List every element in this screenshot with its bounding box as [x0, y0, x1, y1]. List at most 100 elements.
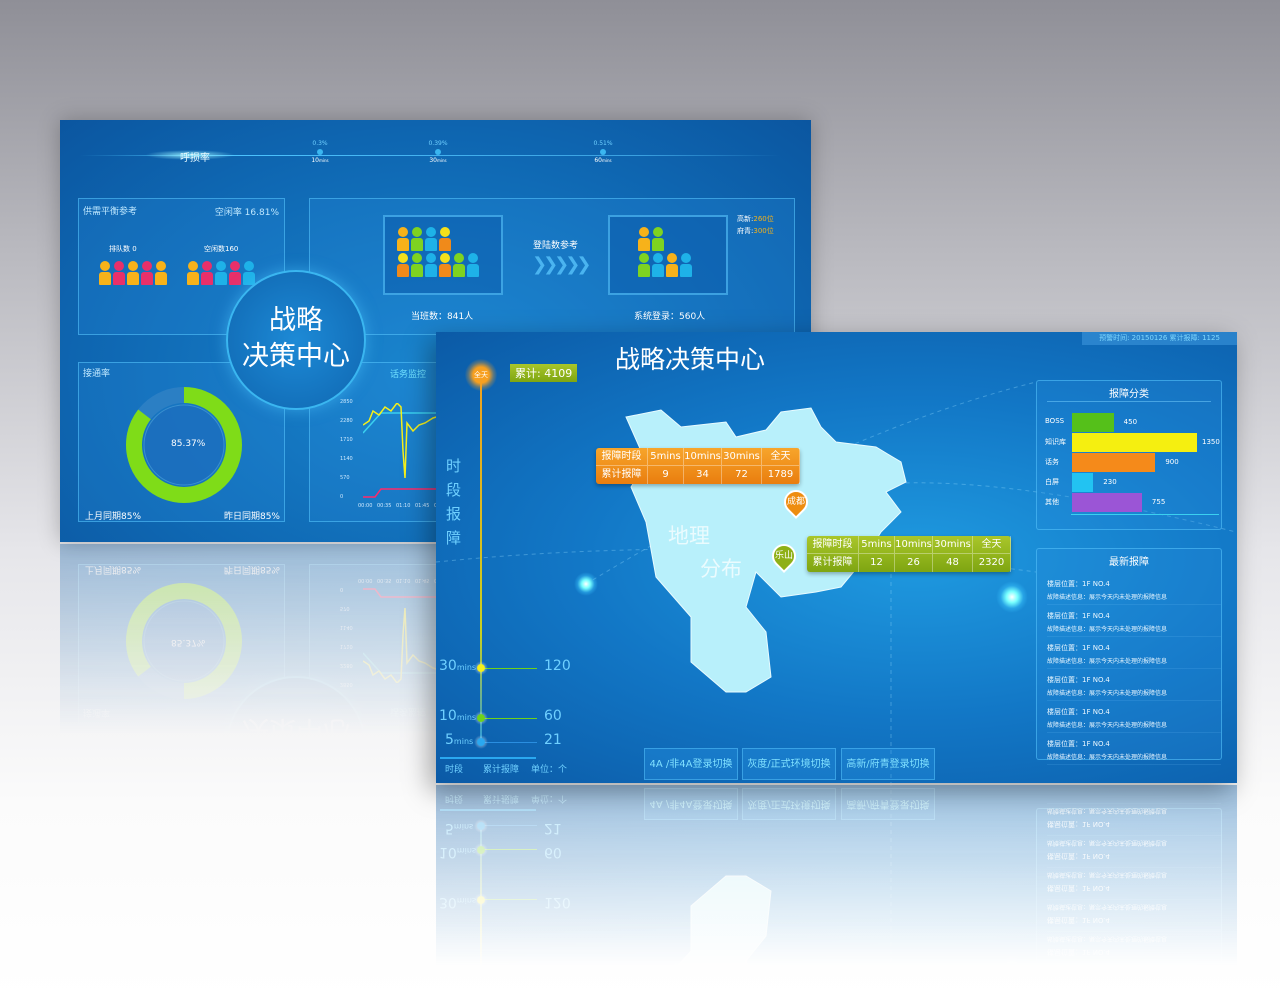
- rate-dot: [600, 149, 606, 155]
- idle-rate: 空闲率 16.81%: [214, 208, 279, 218]
- side-title-char: 报: [446, 505, 462, 523]
- bar-value-label: 1350: [1202, 438, 1220, 446]
- bar-value-label: 755: [1151, 498, 1166, 506]
- traffic-line-chart: [363, 403, 443, 498]
- timeline-value: 120: [544, 658, 571, 674]
- news-location: 楼层位置：1F NO.4: [1047, 740, 1110, 748]
- rate-value: 0.39%: [428, 140, 448, 147]
- map-label-1: 地理: [668, 524, 710, 548]
- news-desc: 故障描述信息：展示今天内未处理的报障信息: [1047, 626, 1168, 633]
- table-header-cell: 全天: [973, 536, 1011, 554]
- news-panel: 最新报障 楼层位置：1F NO.4 故障描述信息：展示今天内未处理的报障信息 楼层位…: [1036, 548, 1222, 765]
- yesterday-rate: 昨日同期85%: [223, 512, 280, 522]
- table-header-cell: 30mins: [722, 448, 762, 466]
- table-cell: 9: [648, 466, 684, 484]
- fuqing-label: 府青:: [737, 227, 754, 235]
- person-icon: [397, 253, 409, 277]
- timeline-node[interactable]: [474, 735, 488, 749]
- rate-glow: [145, 150, 235, 160]
- news-item[interactable]: 楼层位置：1F NO.4 故障描述信息：展示今天内未处理的报障信息: [1047, 674, 1221, 701]
- center-title-line2: 决策中心: [242, 341, 350, 372]
- connect-donut: [126, 387, 242, 503]
- chengdu-table[interactable]: 报障时段 5mins 10mins 30mins 全天 累计报障 9 34 72 1789: [596, 448, 800, 484]
- rate-dot: [317, 149, 323, 155]
- category-bar-chart: BOSS 450 知识库 1350 话务 900 白屏 230 其他 755: [1037, 413, 1223, 523]
- news-item[interactable]: 楼层位置：1F NO.4 故障描述信息：展示今天内未处理的报障信息: [1047, 706, 1221, 733]
- on-duty-count: 当班数：841人: [411, 312, 474, 322]
- news-desc: 故障描述信息：展示今天内未处理的报障信息: [1047, 690, 1168, 697]
- news-title: 最新报障: [1109, 557, 1149, 568]
- news-location: 楼层位置：1F NO.4: [1047, 676, 1110, 684]
- side-title-char: 障: [446, 529, 462, 547]
- table-cell: 1789: [762, 466, 800, 484]
- category-panel: 报障分类 BOSS 450 知识库 1350 话务 900 白屏 230 其他 755: [1036, 380, 1222, 530]
- side-title: 时段报障: [446, 454, 461, 550]
- side-title-char: 段: [446, 481, 462, 499]
- footer-period: 时段: [445, 765, 464, 775]
- timeline-node[interactable]: [474, 711, 488, 725]
- person-icon: [453, 253, 465, 277]
- person-icon: [229, 261, 241, 285]
- table-header-cell: 全天: [762, 448, 800, 466]
- news-desc: 故障描述信息：展示今天内未处理的报障信息: [1047, 594, 1168, 601]
- y-tick: 570: [340, 475, 350, 481]
- bar-value-label: 900: [1165, 458, 1179, 466]
- bar-value-label: 230: [1103, 478, 1117, 486]
- timeline-period: 30mins: [439, 658, 477, 674]
- connect-rate-arc: [126, 387, 242, 503]
- rate-label: 呼损率: [180, 153, 210, 164]
- bar-category-label: 知识库: [1045, 438, 1066, 446]
- timeline-node[interactable]: [474, 661, 488, 675]
- traffic-title: 话务监控: [390, 370, 427, 380]
- login-ref-label: 登陆数参考: [533, 241, 579, 251]
- rate-point: 0.39% 30mins: [418, 140, 458, 164]
- person-icon: [99, 261, 111, 285]
- timeline-footer-line: [440, 757, 536, 759]
- y-tick: 0: [340, 494, 344, 500]
- connect-title: 接通率: [83, 369, 111, 379]
- map-glow-point: [996, 581, 1028, 613]
- news-desc: 故障描述信息：展示今天内未处理的报障信息: [1047, 658, 1168, 665]
- news-item[interactable]: 楼层位置：1F NO.4 故障描述信息：展示今天内未处理的报障信息: [1047, 738, 1221, 765]
- person-icon: [425, 253, 437, 277]
- timeline-period: 10mins: [439, 708, 477, 724]
- person-icon: [638, 253, 650, 277]
- person-icon: [127, 261, 139, 285]
- supply-panel: 供需平衡参考 空闲率 16.81% 排队数 0 空闲数160: [78, 198, 285, 335]
- table-cell: 2320: [973, 554, 1011, 572]
- toggle-site-button[interactable]: 高新/府青登录切换: [841, 748, 935, 780]
- x-tick: 00:35: [377, 503, 392, 509]
- table-cell: 72: [722, 466, 762, 484]
- y-tick: 2280: [340, 418, 353, 424]
- person-icon: [397, 227, 409, 251]
- person-icon: [666, 253, 678, 277]
- bar-category-label: 话务: [1045, 458, 1059, 466]
- news-location: 楼层位置：1F NO.4: [1047, 580, 1110, 588]
- category-title: 报障分类: [1109, 389, 1149, 400]
- y-tick: 1140: [340, 456, 353, 462]
- table-header-cell: 30mins: [933, 536, 973, 554]
- news-location: 楼层位置：1F NO.4: [1047, 612, 1110, 620]
- rate-value: 0.51%: [593, 140, 613, 147]
- news-item[interactable]: 楼层位置：1F NO.4 故障描述信息：展示今天内未处理的报障信息: [1047, 578, 1221, 605]
- person-icon: [638, 227, 650, 251]
- front-dashboard: 预警时间: 20150126 累计报障: 1125 战略决策中心 地理 分布 报…: [436, 332, 1237, 783]
- toggle-env-button[interactable]: 灰度/正式环境切换: [742, 748, 836, 780]
- leshan-table[interactable]: 报障时段 5mins 10mins 30mins 全天 累计报障 12 26 48 2320: [807, 536, 1011, 572]
- gaoxin-value: 260位: [753, 215, 774, 223]
- rate-time: 30mins: [429, 157, 447, 164]
- arrows-icon: ❯❯❯❯❯: [532, 254, 591, 275]
- news-item[interactable]: 楼层位置：1F NO.4 故障描述信息：展示今天内未处理的报障信息: [1047, 610, 1221, 637]
- timeline-axis: [480, 374, 482, 744]
- system-login-monitor-icon: [608, 215, 728, 295]
- allday-node[interactable]: 全天: [465, 359, 497, 391]
- idle-count: 空闲数160: [204, 245, 239, 253]
- toggle-4a-button[interactable]: 4A /非4A登录切换: [644, 748, 738, 780]
- news-item[interactable]: 楼层位置：1F NO.4 故障描述信息：展示今天内未处理的报障信息: [1047, 642, 1221, 669]
- page-title: 战略决策中心: [615, 345, 766, 374]
- last-month-rate: 上月同期85%: [85, 512, 142, 522]
- login-panel: 当班数：841人 登陆数参考 ❯❯❯❯❯ 系统登录：560人 高新:260位 府…: [309, 198, 795, 335]
- bar: [1072, 493, 1142, 512]
- bar: [1072, 473, 1094, 492]
- table-cell: 34: [684, 466, 722, 484]
